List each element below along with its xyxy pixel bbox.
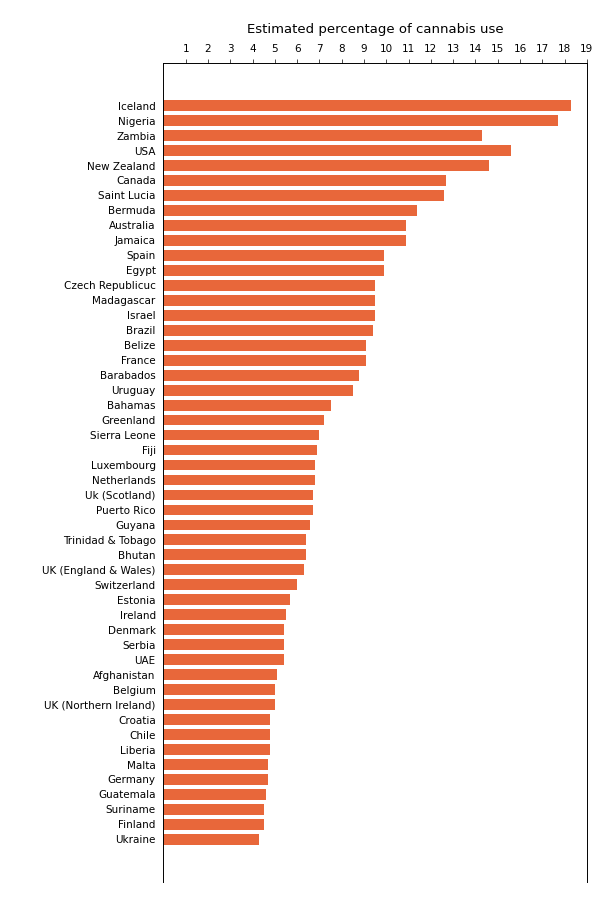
Bar bbox=[163, 804, 264, 814]
Bar bbox=[163, 774, 268, 785]
Bar bbox=[163, 594, 290, 605]
Bar bbox=[163, 519, 310, 530]
Bar bbox=[163, 355, 366, 365]
Bar bbox=[163, 639, 284, 650]
Bar bbox=[163, 580, 297, 590]
Bar bbox=[163, 115, 558, 126]
Bar bbox=[163, 819, 264, 830]
Bar bbox=[163, 250, 384, 261]
Bar bbox=[163, 190, 444, 201]
Bar bbox=[163, 340, 366, 351]
Bar bbox=[163, 609, 286, 620]
Bar bbox=[163, 550, 306, 561]
Bar bbox=[163, 474, 315, 485]
Bar bbox=[163, 265, 384, 275]
Bar bbox=[163, 654, 284, 665]
X-axis label: Estimated percentage of cannabis use: Estimated percentage of cannabis use bbox=[247, 22, 503, 36]
Bar bbox=[163, 490, 313, 500]
Bar bbox=[163, 384, 353, 395]
Bar bbox=[163, 429, 319, 440]
Bar bbox=[163, 370, 359, 381]
Bar bbox=[163, 670, 277, 680]
Bar bbox=[163, 100, 571, 111]
Bar bbox=[163, 759, 268, 769]
Bar bbox=[163, 235, 407, 246]
Bar bbox=[163, 220, 407, 230]
Bar bbox=[163, 145, 511, 156]
Bar bbox=[163, 130, 482, 141]
Bar bbox=[163, 834, 259, 845]
Bar bbox=[163, 160, 489, 171]
Bar bbox=[163, 625, 284, 635]
Bar bbox=[163, 295, 375, 306]
Bar bbox=[163, 415, 324, 426]
Bar bbox=[163, 280, 375, 291]
Bar bbox=[163, 505, 313, 516]
Bar bbox=[163, 564, 304, 575]
Bar bbox=[163, 325, 373, 336]
Bar bbox=[163, 535, 306, 545]
Bar bbox=[163, 400, 330, 410]
Bar bbox=[163, 715, 270, 725]
Bar bbox=[163, 445, 317, 455]
Bar bbox=[163, 205, 417, 216]
Bar bbox=[163, 789, 266, 800]
Bar bbox=[163, 176, 446, 186]
Bar bbox=[163, 684, 275, 695]
Bar bbox=[163, 699, 275, 710]
Bar bbox=[163, 729, 270, 740]
Bar bbox=[163, 460, 315, 471]
Bar bbox=[163, 310, 375, 320]
Bar bbox=[163, 744, 270, 755]
